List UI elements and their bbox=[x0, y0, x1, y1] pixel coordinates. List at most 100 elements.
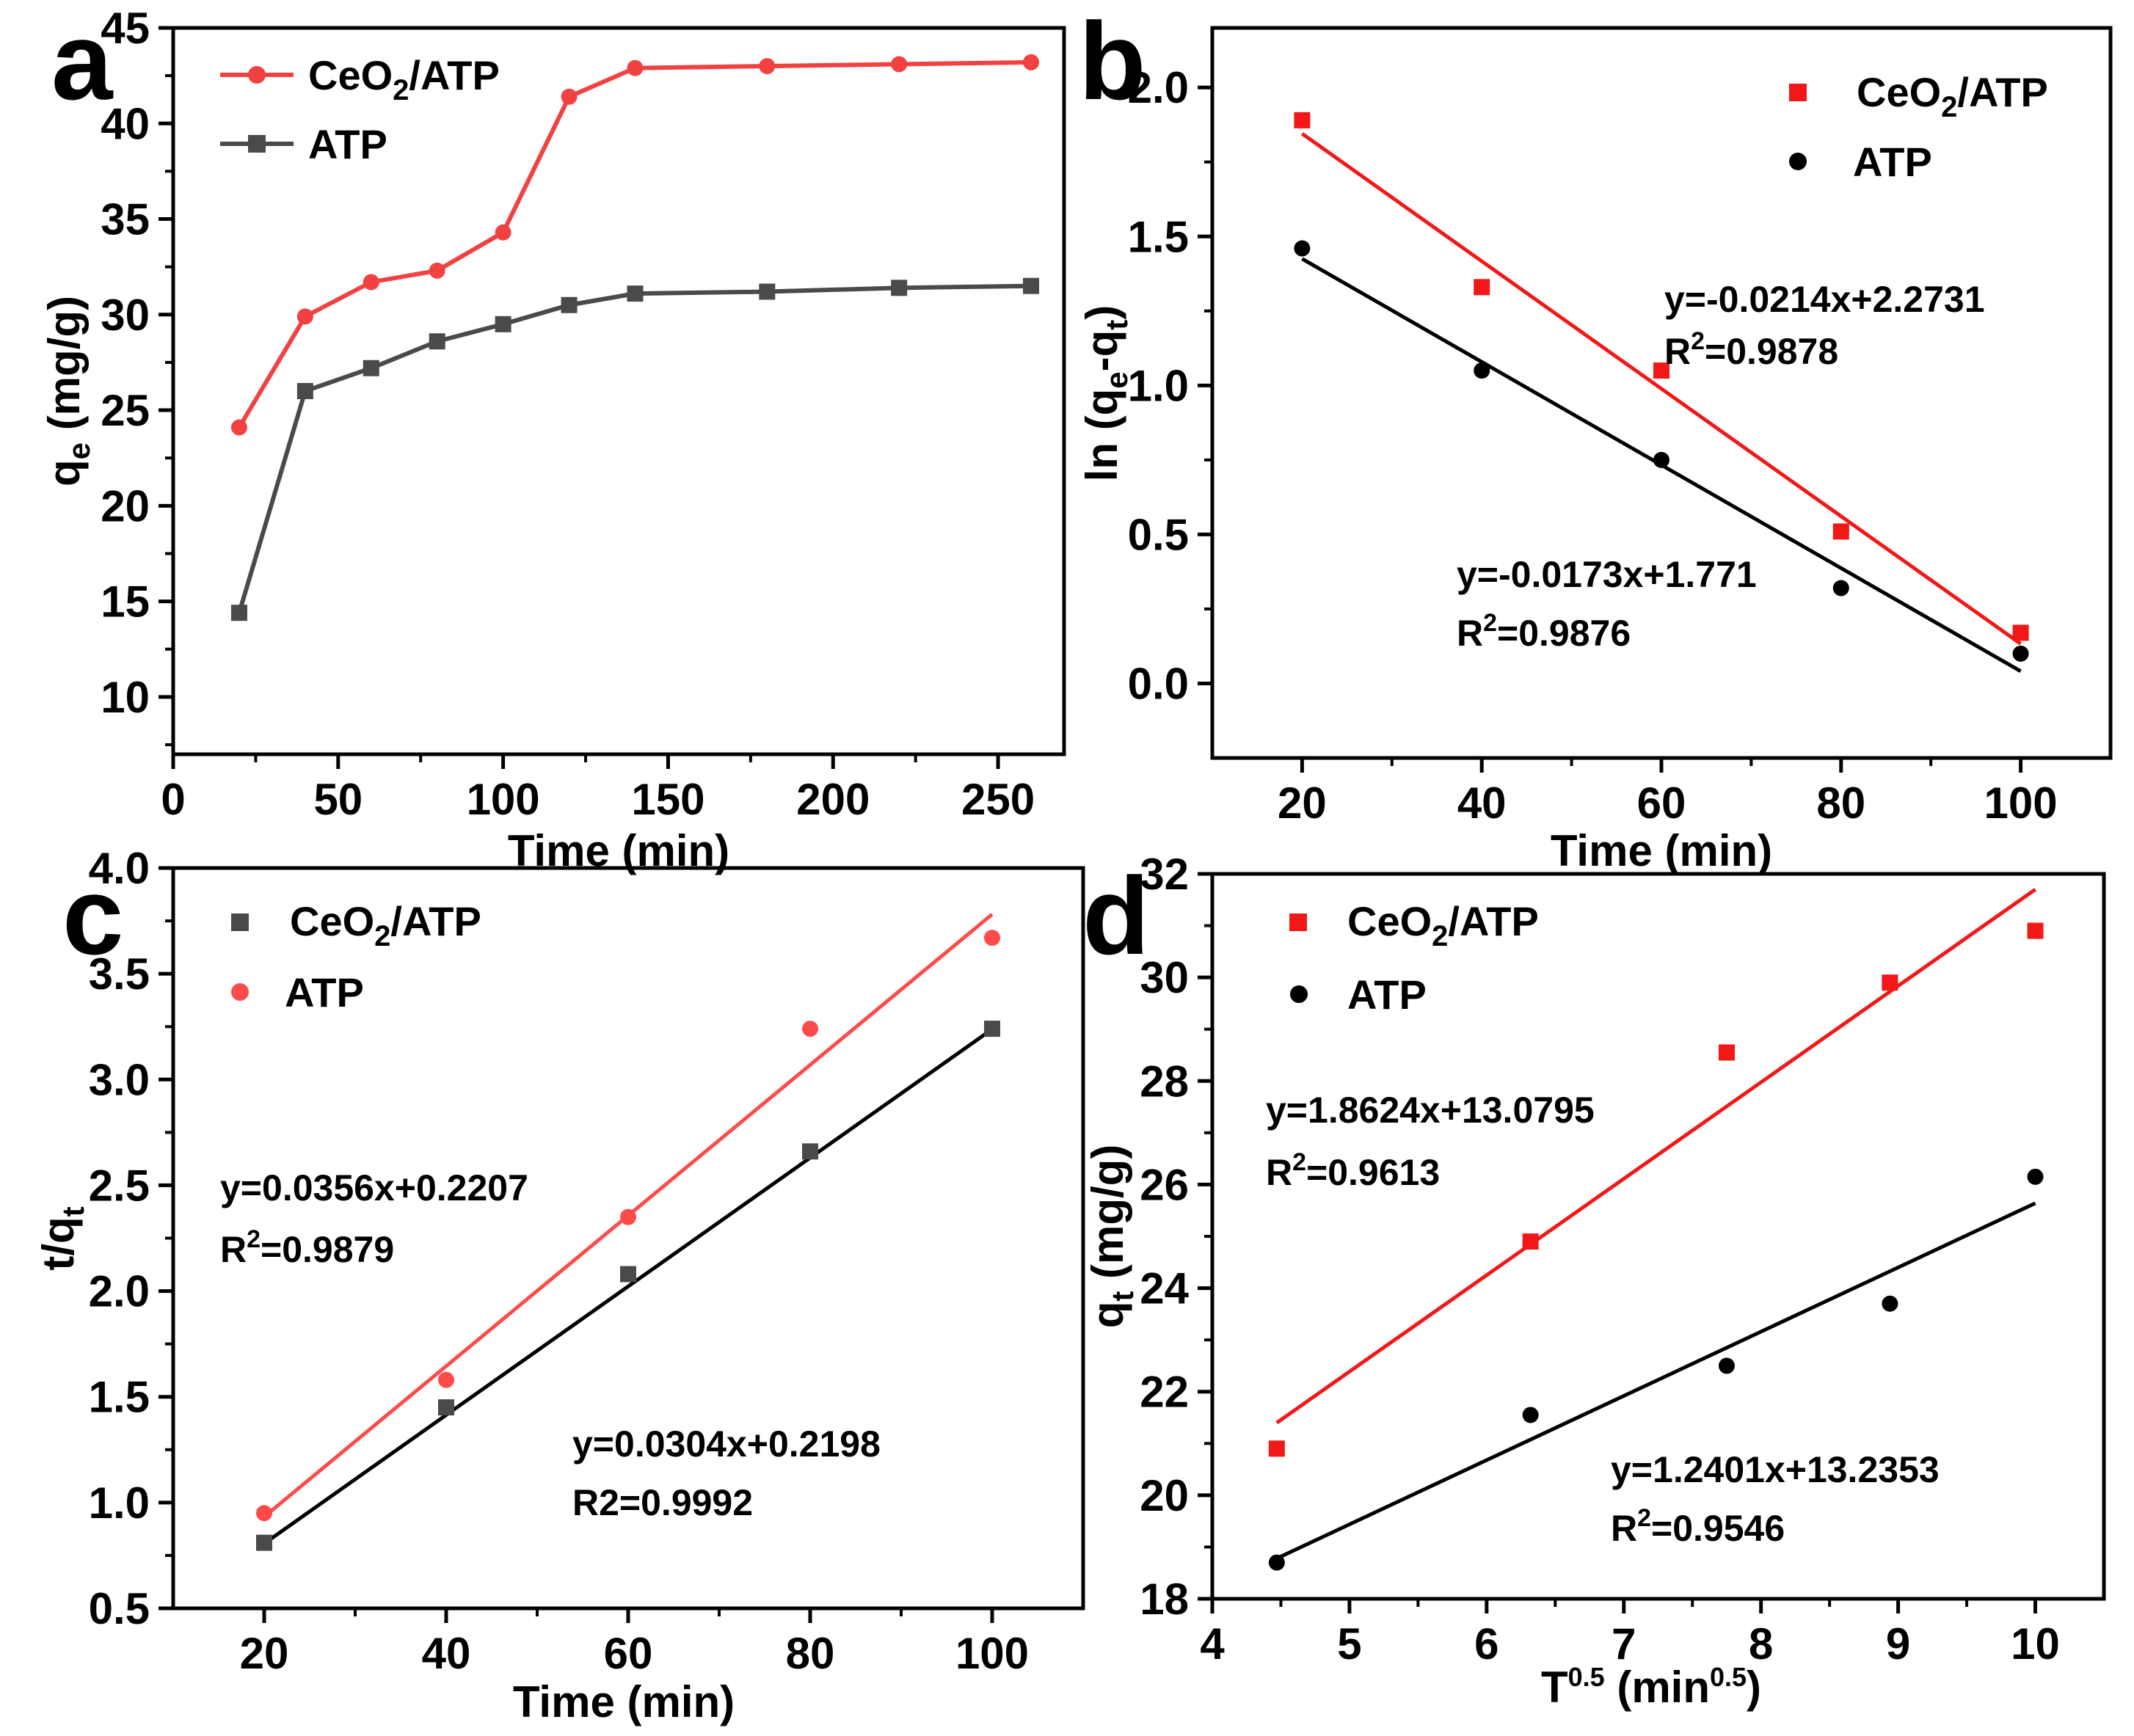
y-tick-label: 40 bbox=[101, 99, 150, 148]
legend-label-atp: ATP bbox=[1347, 971, 1427, 1018]
y-tick-label: 20 bbox=[1140, 1471, 1189, 1520]
fit-line-ceo2-atp bbox=[1275, 888, 2036, 1425]
y-tick-label: 3.5 bbox=[89, 949, 150, 999]
panel-c-eq-atp: y=0.0356x+0.2207 bbox=[220, 1167, 528, 1208]
data-point-atp bbox=[1882, 1295, 1898, 1312]
data-point-ceo2-atp bbox=[296, 308, 313, 325]
x-tick-label: 80 bbox=[786, 1629, 835, 1678]
data-point-atp bbox=[1832, 580, 1849, 597]
y-tick-label: 2.0 bbox=[1128, 63, 1189, 112]
y-tick-label: 30 bbox=[1140, 953, 1189, 1002]
data-point-atp bbox=[561, 296, 578, 313]
y-tick-label: 0.0 bbox=[1128, 659, 1189, 708]
panel-a-marks bbox=[230, 54, 1040, 621]
data-point-ceo2-atp bbox=[984, 1021, 1000, 1037]
x-tick-label: 20 bbox=[240, 1629, 289, 1678]
panel-b-r2-atp-value: =0.9876 bbox=[1497, 613, 1631, 654]
y-tick-label: 1.0 bbox=[1128, 361, 1189, 410]
legend-swatch-ceo2-atp bbox=[1289, 913, 1307, 931]
data-point-atp bbox=[1268, 1554, 1285, 1571]
legend-label-ceo2-atp: CeO2/ATP bbox=[1347, 898, 1539, 952]
panel-c-xlabel: Time (min) bbox=[513, 1677, 735, 1726]
y-tick-label: 2.5 bbox=[89, 1161, 150, 1210]
panel-d-eq-ceo2-atp: y=1.8624x+13.0795 bbox=[1266, 1090, 1595, 1131]
x-tick-label: 60 bbox=[1637, 778, 1686, 828]
panel-d-r2-atp-value: =0.9546 bbox=[1651, 1508, 1785, 1549]
x-tick-label: 5 bbox=[1337, 1619, 1361, 1668]
panel-a-legend: CeO2/ATP ATP bbox=[220, 52, 500, 167]
data-point-ceo2-atp bbox=[230, 419, 247, 436]
fit-line-ceo2-atp bbox=[1300, 132, 2022, 646]
panel-d-eq-atp: y=1.2401x+13.2353 bbox=[1611, 1449, 1940, 1490]
panel-c-legend: CeO2/ATP ATP bbox=[231, 898, 481, 1015]
panel-d-r2-ceo2-atp: R2=0.9613 bbox=[1266, 1148, 1440, 1193]
y-tick-label: 0.5 bbox=[1128, 510, 1189, 559]
panel-a-letter: a bbox=[51, 0, 114, 123]
panel-b-frame bbox=[1210, 26, 2113, 760]
data-point-atp bbox=[429, 333, 445, 350]
legend-swatch-atp bbox=[1789, 153, 1807, 170]
data-point-ceo2-atp bbox=[429, 262, 445, 279]
x-tick-label: 250 bbox=[961, 775, 1035, 824]
panel-d-legend: CeO2/ATP ATP bbox=[1289, 898, 1539, 1018]
panel-c: c 20 40 60 80 100 0.5 1.0 1.5 2.0 2.5 3.0 3.5 4.0 Ti… bbox=[34, 844, 1085, 1726]
data-point-ceo2-atp bbox=[561, 88, 578, 105]
panel-c-ticks: 20 40 60 80 100 0.5 1.0 1.5 2.0 2.5 3.0 3.5 4.0 bbox=[89, 844, 1029, 1678]
y-tick-label: 1.5 bbox=[1128, 212, 1189, 261]
panel-d-ticks: 4 5 6 7 8 9 10 18 20 22 24 26 28 30 32 bbox=[1140, 850, 2060, 1668]
x-tick-label: 9 bbox=[1886, 1619, 1910, 1668]
y-tick-label: 30 bbox=[101, 291, 150, 340]
y-tick-label: 22 bbox=[1140, 1368, 1189, 1417]
legend-label-ceo2-atp: CeO2/ATP bbox=[290, 898, 481, 952]
panel-b-ticks: 20 40 60 80 100 0.0 0.5 1.0 1.5 2.0 bbox=[1128, 63, 2058, 828]
data-point-ceo2-atp bbox=[438, 1399, 454, 1416]
data-point-atp bbox=[230, 605, 247, 621]
fit-line-ceo2-atp bbox=[263, 1027, 994, 1545]
panel-b-r2-atp: R2=0.9876 bbox=[1457, 609, 1631, 654]
legend-swatch-ceo2-atp bbox=[220, 66, 294, 84]
y-tick-label: 24 bbox=[1140, 1264, 1189, 1313]
data-point-ceo2-atp bbox=[759, 58, 776, 75]
x-tick-label: 0 bbox=[161, 775, 185, 824]
x-tick-label: 7 bbox=[1612, 1619, 1636, 1668]
y-tick-label: 32 bbox=[1140, 850, 1189, 899]
y-tick-label: 2.0 bbox=[89, 1267, 150, 1316]
x-tick-label: 100 bbox=[955, 1629, 1029, 1678]
legend-label-atp: ATP bbox=[308, 121, 387, 167]
data-point-ceo2-atp bbox=[2012, 624, 2029, 641]
panel-d: d 4 5 6 7 8 9 10 18 20 22 24 26 28 30 32 T0.5 (min0.5)… bbox=[1082, 850, 2106, 1712]
data-point-ceo2-atp bbox=[891, 56, 908, 73]
legend-label-atp: ATP bbox=[1853, 139, 1932, 185]
data-point-atp bbox=[627, 285, 644, 302]
x-tick-label: 4 bbox=[1200, 1619, 1225, 1668]
data-point-ceo2-atp bbox=[627, 59, 644, 76]
y-tick-label: 10 bbox=[101, 673, 150, 722]
data-point-atp bbox=[984, 930, 1000, 947]
data-point-ceo2-atp bbox=[1653, 362, 1669, 379]
data-point-atp bbox=[759, 283, 776, 300]
data-point-atp bbox=[620, 1208, 636, 1225]
data-point-atp bbox=[363, 360, 379, 376]
x-tick-label: 6 bbox=[1474, 1619, 1498, 1668]
data-point-atp bbox=[296, 383, 313, 399]
panel-b-xlabel: Time (min) bbox=[1551, 826, 1772, 875]
data-point-ceo2-atp bbox=[1522, 1233, 1539, 1250]
data-point-atp bbox=[2012, 645, 2029, 662]
y-tick-label: 45 bbox=[101, 4, 150, 53]
y-tick-label: 26 bbox=[1140, 1160, 1189, 1209]
y-tick-label: 1.0 bbox=[89, 1478, 150, 1528]
data-point-ceo2-atp bbox=[1474, 279, 1490, 296]
data-point-atp bbox=[2027, 1168, 2044, 1185]
panel-d-r2-atp: R2=0.9546 bbox=[1611, 1504, 1785, 1549]
x-tick-label: 100 bbox=[1984, 778, 2058, 828]
panel-c-marks bbox=[256, 913, 1000, 1551]
x-tick-label: 80 bbox=[1816, 778, 1865, 828]
panel-b-r2-ceo2-atp: R2=0.9878 bbox=[1664, 327, 1838, 372]
panel-b-letter: b bbox=[1079, 0, 1146, 123]
y-tick-label: 3.0 bbox=[89, 1055, 150, 1104]
x-tick-label: 200 bbox=[796, 775, 870, 824]
x-tick-label: 150 bbox=[631, 775, 704, 824]
y-tick-label: 1.5 bbox=[89, 1373, 150, 1422]
y-tick-label: 25 bbox=[101, 386, 150, 435]
